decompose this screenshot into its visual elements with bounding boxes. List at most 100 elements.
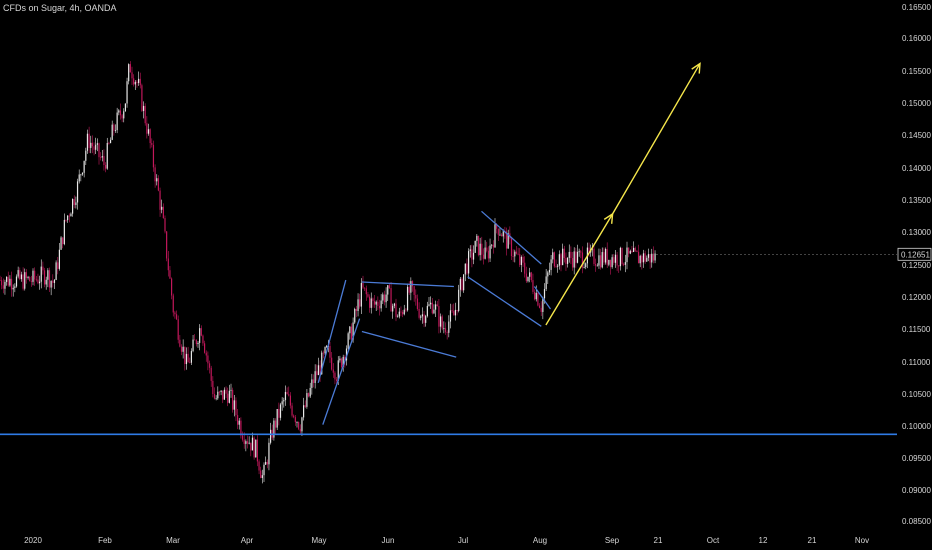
candle [179, 335, 181, 348]
candle [268, 438, 270, 471]
candle [402, 310, 404, 318]
candle [629, 249, 631, 255]
candle [10, 271, 13, 297]
candle [390, 281, 392, 312]
candle [634, 246, 636, 253]
candle-body [164, 218, 166, 232]
candle [250, 442, 252, 457]
candle [283, 397, 285, 408]
candle-body [19, 270, 21, 280]
candle-body [90, 142, 92, 148]
candle-body [565, 257, 567, 264]
candle [557, 264, 559, 273]
y-tick-label: 0.09500 [902, 454, 931, 463]
candle-body [406, 286, 409, 311]
candle-body [283, 400, 285, 402]
candle [505, 227, 508, 256]
candle [326, 345, 328, 348]
candle [474, 240, 476, 254]
candle-body [497, 228, 499, 235]
candle [27, 275, 29, 280]
candle [212, 376, 214, 398]
candle [614, 250, 617, 268]
candle [530, 271, 532, 283]
candle-body [392, 305, 394, 312]
candle [232, 387, 234, 413]
candle [393, 302, 395, 309]
candle [646, 255, 648, 263]
x-tick-label: May [311, 536, 326, 545]
candle-body [273, 420, 275, 438]
candle [477, 235, 480, 257]
candle-body [106, 142, 108, 169]
candle [317, 357, 320, 376]
candle [639, 254, 641, 268]
candle-body [312, 379, 315, 383]
candle-body [350, 326, 353, 340]
candle-body [567, 257, 569, 264]
candle-body [438, 306, 440, 327]
candle [205, 350, 207, 362]
candle [355, 305, 357, 318]
candle-body [532, 280, 534, 292]
y-tick-label: 0.11500 [902, 325, 931, 334]
candle-body [133, 78, 135, 85]
candle [563, 245, 565, 263]
candle [197, 340, 199, 348]
candle-body [456, 309, 458, 311]
candle [245, 439, 247, 452]
candle-body [482, 254, 485, 259]
candle-body [510, 238, 513, 257]
candle [274, 418, 277, 435]
candle-body [575, 251, 577, 263]
candle-body [524, 262, 526, 274]
candle-body [114, 130, 117, 131]
candle-body [0, 280, 1, 281]
candle-body [558, 254, 560, 266]
candle [349, 325, 351, 340]
candle [334, 371, 336, 385]
candle [439, 313, 442, 333]
candle [78, 169, 80, 184]
candle [459, 277, 461, 297]
candle-body [43, 270, 46, 285]
candle-body [423, 314, 425, 323]
candle [284, 385, 287, 406]
candle-body [388, 285, 390, 289]
candle [438, 298, 440, 334]
candle-body [187, 353, 189, 363]
candle [228, 384, 230, 404]
candle-body [644, 253, 646, 262]
candle [436, 301, 438, 307]
arrow-shaft [611, 63, 701, 215]
candle-body [63, 219, 65, 245]
candle-body [530, 272, 532, 281]
x-tick-label: 21 [654, 536, 663, 545]
candle [534, 289, 536, 301]
candle-body [624, 262, 626, 265]
candle [185, 347, 188, 370]
candle [538, 303, 541, 309]
candle-body [205, 352, 207, 356]
candle [618, 265, 620, 273]
candle [15, 274, 18, 288]
candle-body [278, 408, 280, 418]
y-tick-label: 0.12000 [902, 293, 931, 302]
candle-body [496, 224, 498, 229]
x-tick-label: Nov [855, 536, 869, 545]
candle [421, 307, 423, 324]
candle [7, 271, 9, 287]
channel-upper [481, 210, 542, 265]
candle-body [654, 253, 656, 261]
candle-body [520, 256, 522, 265]
candle-body [303, 405, 305, 418]
x-tick-label: Oct [707, 536, 720, 545]
candle [172, 293, 174, 317]
candle [220, 390, 222, 396]
candle-body [126, 81, 128, 104]
candle-body [123, 111, 125, 119]
candle-body [91, 142, 93, 147]
candle [360, 278, 362, 315]
candle [81, 172, 84, 176]
candle [45, 276, 47, 290]
